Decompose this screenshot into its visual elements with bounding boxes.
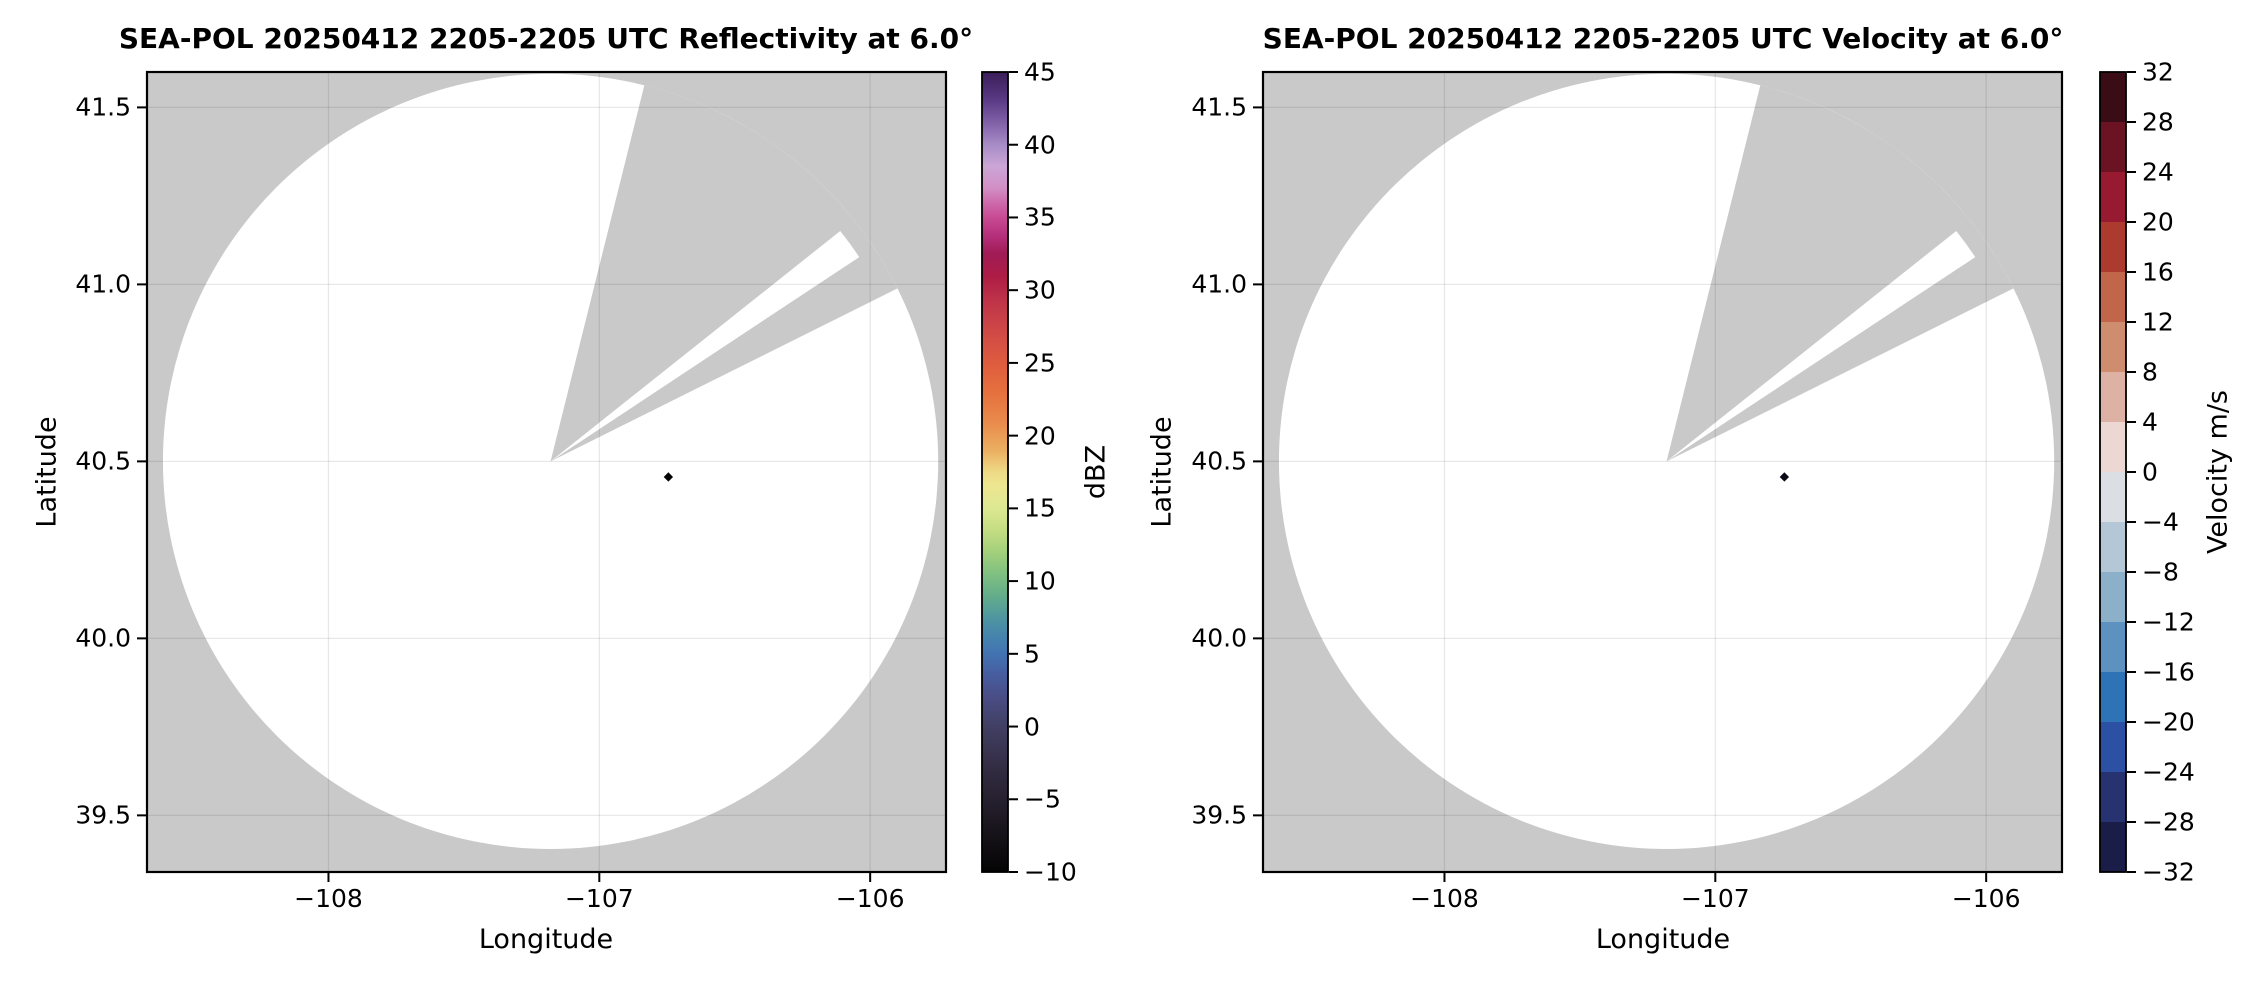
colorbar-tick-label: −16 xyxy=(2142,657,2195,687)
colorbar-tick-label: 20 xyxy=(1024,421,1056,451)
colorbar-segment xyxy=(2100,172,2126,223)
colorbar-tick-label: 8 xyxy=(2142,357,2158,387)
colorbar-segment xyxy=(2100,372,2126,423)
colorbar-tick-label: 30 xyxy=(1024,275,1056,305)
colorbar-segment xyxy=(2100,522,2126,573)
y-tick-label: 40.0 xyxy=(75,623,131,653)
data-point-marker xyxy=(663,472,674,482)
velocity-x-axis-label: Longitude xyxy=(1595,924,1731,955)
x-tick-label: −106 xyxy=(835,884,905,913)
reflectivity-y-axis-label: Latitude xyxy=(31,416,63,528)
colorbar-tick-label: −24 xyxy=(2142,757,2195,787)
colorbar-tick-label: 25 xyxy=(1024,348,1056,378)
colorbar-segment xyxy=(2100,122,2126,173)
colorbar-segment xyxy=(2100,222,2126,273)
colorbar-segment xyxy=(2100,272,2126,323)
colorbar-tick-label: 5 xyxy=(1024,639,1040,669)
plot-border xyxy=(1261,70,2064,874)
reflectivity-title: SEA-POL 20250412 2205-2205 UTC Reflectiv… xyxy=(118,22,974,55)
blocked-sector xyxy=(1666,85,2014,462)
colorbar-tick-label: 4 xyxy=(2142,407,2158,437)
colorbar-tick-label: 12 xyxy=(2142,307,2174,337)
reflectivity-colorbar-label: dBZ xyxy=(1080,444,1112,500)
colorbar-segment xyxy=(2100,672,2126,723)
colorbar-segment xyxy=(2100,322,2126,373)
y-tick-label: 40.5 xyxy=(75,446,131,476)
colorbar-tick-label: 10 xyxy=(1024,566,1056,596)
y-tick-label: 41.5 xyxy=(1191,92,1247,122)
colorbar-tick-label: −28 xyxy=(2142,807,2195,837)
x-tick-label: −106 xyxy=(1951,884,2021,913)
colorbar-gradient xyxy=(982,72,1008,872)
colorbar-segment xyxy=(2100,622,2126,673)
colorbar-tick-label: −32 xyxy=(2142,857,2195,887)
colorbar-border xyxy=(981,71,1009,873)
x-tick-label: −107 xyxy=(564,884,634,913)
y-tick-label: 40.5 xyxy=(1191,446,1247,476)
colorbar-segment xyxy=(2100,722,2126,773)
y-tick-label: 41.5 xyxy=(75,92,131,122)
reflectivity-x-axis-label: Longitude xyxy=(478,924,614,955)
velocity-colorbar-label: Velocity m/s xyxy=(2202,390,2234,554)
colorbar-segment xyxy=(2100,822,2126,873)
y-tick-label: 41.0 xyxy=(1191,269,1247,299)
colorbar-tick-label: 28 xyxy=(2142,107,2174,137)
colorbar-tick-label: 20 xyxy=(2142,207,2174,237)
beam-sliver xyxy=(550,230,860,462)
colorbar-tick-label: 32 xyxy=(2142,57,2174,87)
colorbar-tick-label: 16 xyxy=(2142,257,2174,287)
colorbar-tick-label: −20 xyxy=(2142,707,2195,737)
beam-sliver xyxy=(1666,230,1976,462)
colorbar-segment xyxy=(2100,572,2126,623)
velocity-title: SEA-POL 20250412 2205-2205 UTC Velocity … xyxy=(1262,22,2064,55)
reflectivity-plot-area xyxy=(147,72,946,872)
x-tick-label: −107 xyxy=(1680,884,1750,913)
data-point-marker xyxy=(1779,472,1790,482)
plot-border xyxy=(145,70,948,874)
colorbar-tick-label: 45 xyxy=(1024,57,1056,87)
colorbar-segment xyxy=(2100,422,2126,473)
y-tick-label: 41.0 xyxy=(75,269,131,299)
colorbar-segment xyxy=(2100,72,2126,123)
colorbar-border xyxy=(2099,71,2127,873)
colorbar-tick-label: −4 xyxy=(2142,507,2179,537)
colorbar-tick-label: 40 xyxy=(1024,130,1056,160)
x-tick-label: −108 xyxy=(1410,884,1479,913)
colorbar-tick-label: −5 xyxy=(1024,784,1061,814)
colorbar-tick-label: −12 xyxy=(2142,607,2195,637)
colorbar-tick-label: 0 xyxy=(2142,457,2158,487)
x-tick-label: −108 xyxy=(294,884,363,913)
blocked-sector xyxy=(550,85,898,462)
y-tick-label: 40.0 xyxy=(1191,623,1247,653)
y-tick-label: 39.5 xyxy=(1191,800,1247,830)
colorbar-tick-label: −8 xyxy=(2142,557,2179,587)
colorbar-tick-label: 35 xyxy=(1024,202,1056,232)
colorbar-tick-label: 24 xyxy=(2142,157,2174,187)
colorbar-segment xyxy=(2100,472,2126,523)
colorbar-tick-label: −10 xyxy=(1024,857,1077,887)
colorbar-segment xyxy=(2100,772,2126,823)
velocity-plot-area xyxy=(1263,72,2062,872)
colorbar-tick-label: 15 xyxy=(1024,493,1056,523)
y-tick-label: 39.5 xyxy=(75,800,131,830)
colorbar-tick-label: 0 xyxy=(1024,712,1040,742)
velocity-y-axis-label: Latitude xyxy=(1146,416,1178,528)
